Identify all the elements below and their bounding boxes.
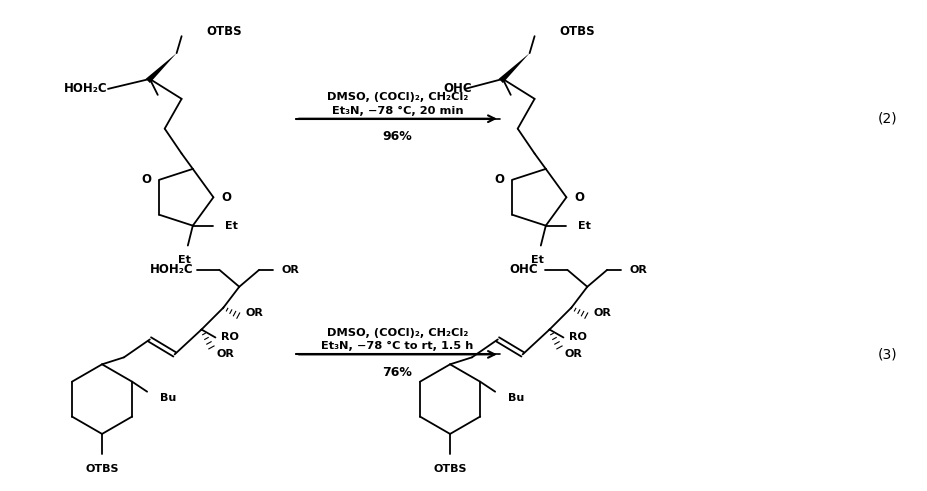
Text: OTBS: OTBS xyxy=(560,25,595,38)
Text: O: O xyxy=(575,191,584,204)
Text: O: O xyxy=(142,173,151,186)
Text: RO: RO xyxy=(222,332,239,343)
Text: 76%: 76% xyxy=(383,366,413,379)
Text: OR: OR xyxy=(565,350,582,359)
Text: RO: RO xyxy=(569,332,588,343)
Text: Et: Et xyxy=(531,255,544,266)
Text: Et: Et xyxy=(224,220,237,231)
Text: Bu: Bu xyxy=(160,393,176,403)
Text: OHC: OHC xyxy=(510,263,539,276)
Polygon shape xyxy=(146,53,177,83)
Text: Et: Et xyxy=(178,255,191,266)
Text: 96%: 96% xyxy=(383,130,413,143)
Text: OTBS: OTBS xyxy=(207,25,242,38)
Text: Et₃N, −78 °C to rt, 1.5 h: Et₃N, −78 °C to rt, 1.5 h xyxy=(321,341,474,352)
Text: Bu: Bu xyxy=(508,393,525,403)
Text: OR: OR xyxy=(629,265,647,275)
Text: OR: OR xyxy=(593,308,611,318)
Text: DMSO, (COCl)₂, CH₂Cl₂: DMSO, (COCl)₂, CH₂Cl₂ xyxy=(326,92,468,102)
Text: OR: OR xyxy=(281,265,298,275)
Text: OTBS: OTBS xyxy=(433,464,467,474)
Text: Et: Et xyxy=(578,220,590,231)
Text: HOH₂C: HOH₂C xyxy=(64,82,108,95)
Text: OHC: OHC xyxy=(443,82,472,95)
Text: OTBS: OTBS xyxy=(85,464,119,474)
Text: O: O xyxy=(494,173,504,186)
Text: (2): (2) xyxy=(878,112,897,126)
Polygon shape xyxy=(499,53,529,83)
Text: OR: OR xyxy=(216,350,235,359)
Text: DMSO, (COCl)₂, CH₂Cl₂: DMSO, (COCl)₂, CH₂Cl₂ xyxy=(326,327,468,337)
Text: Et₃N, −78 °C, 20 min: Et₃N, −78 °C, 20 min xyxy=(332,106,464,116)
Text: OR: OR xyxy=(246,308,263,318)
Text: (3): (3) xyxy=(878,347,897,361)
Text: HOH₂C: HOH₂C xyxy=(150,263,194,276)
Text: O: O xyxy=(222,191,232,204)
